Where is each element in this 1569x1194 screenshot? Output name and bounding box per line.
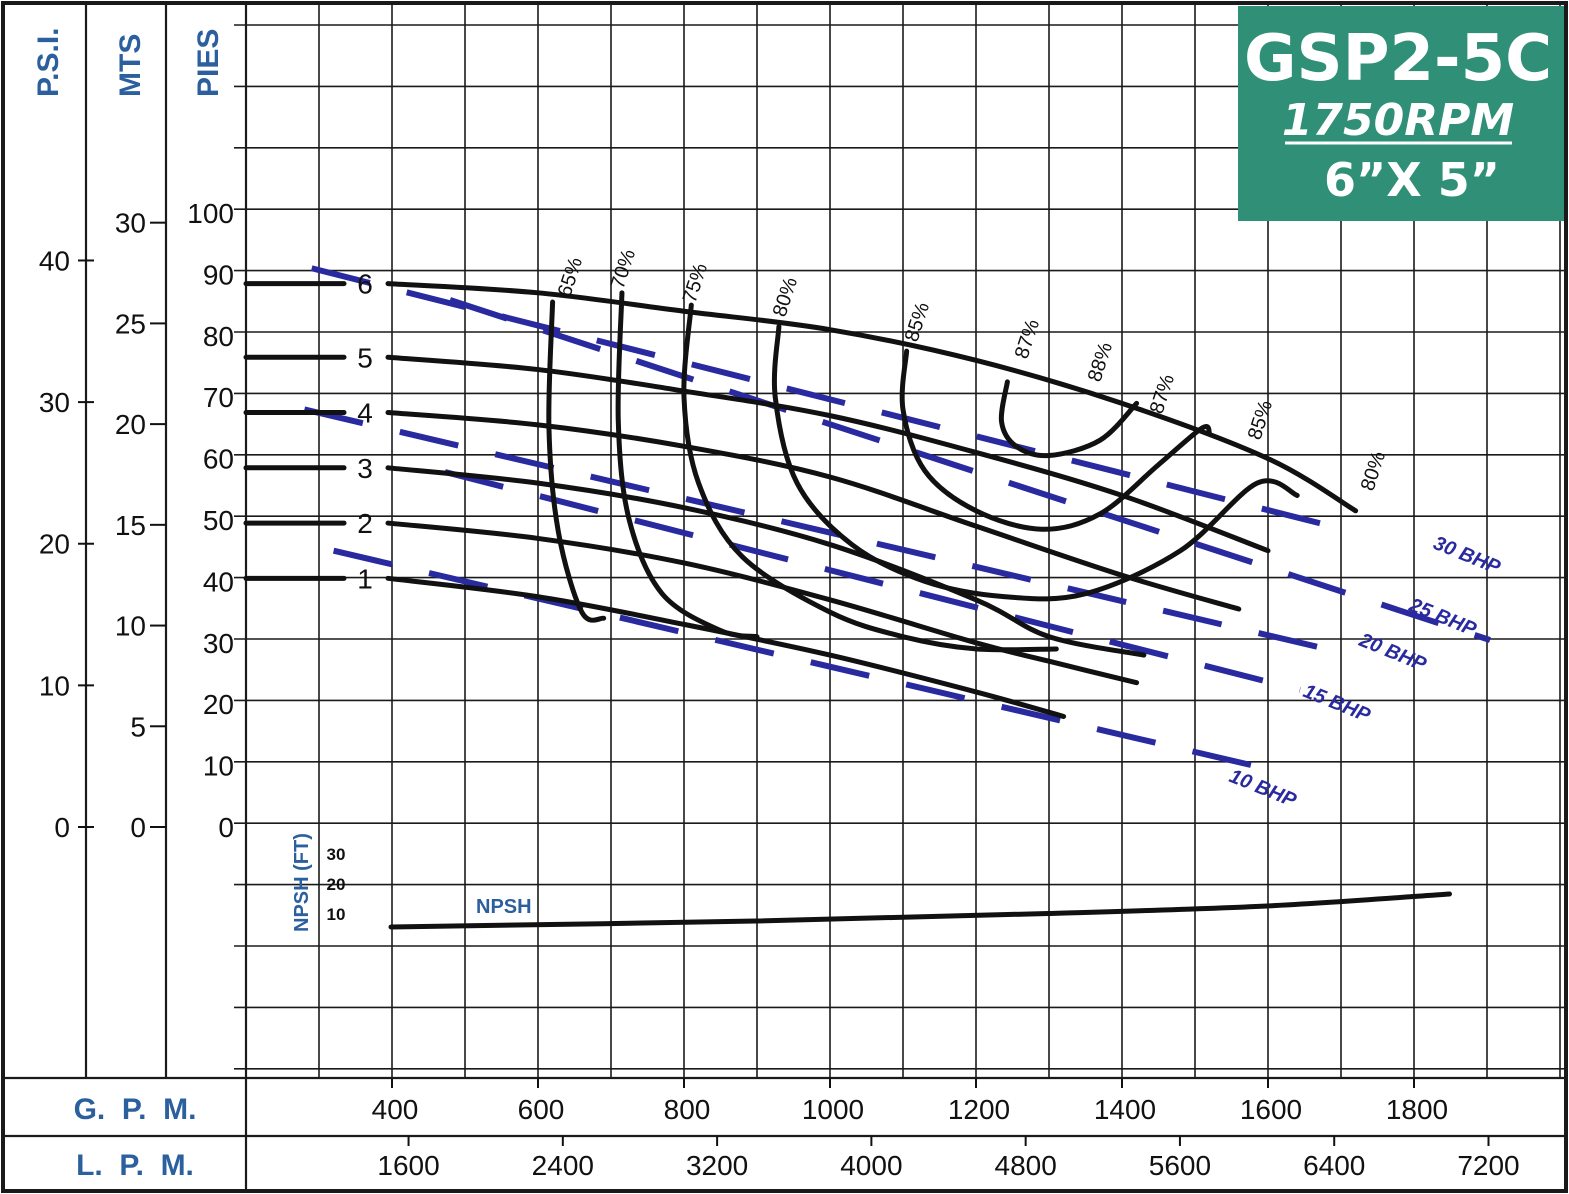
gpm-tick-label: 600 xyxy=(518,1094,565,1125)
pies-tick-label: 0 xyxy=(218,812,234,843)
mts-tick-label: 5 xyxy=(130,711,146,742)
impeller-curves: 6 5 4 3 2 1 xyxy=(243,269,1359,719)
npsh-tick-label: 20 xyxy=(327,875,346,894)
pies-tick-label: 50 xyxy=(203,505,234,536)
pies-tick-label: 60 xyxy=(203,444,234,475)
chart-subtitle: 1750RPM xyxy=(1282,95,1514,146)
gpm-tick-label: 1800 xyxy=(1386,1094,1448,1125)
pies-tick-label: 100 xyxy=(187,198,234,229)
pies-tick-label: 20 xyxy=(203,689,234,720)
efficiency-curve xyxy=(771,324,1300,602)
bhp-line xyxy=(303,406,1328,652)
gpm-tick-label: 1200 xyxy=(948,1094,1010,1125)
npsh-curve-label: NPSH xyxy=(476,896,532,918)
bhp-line xyxy=(449,297,1491,643)
efficiency-curve xyxy=(546,299,607,623)
impeller-label: 6 xyxy=(357,269,373,300)
impeller-label: 3 xyxy=(357,453,373,484)
npsh-group: NPSH (FT) 30 20 10 NPSH xyxy=(291,833,1452,932)
lpm-tick-label: 3200 xyxy=(686,1150,748,1181)
chart-size: 6”X 5” xyxy=(1324,153,1500,207)
gpm-tick-label: 1600 xyxy=(1240,1094,1302,1125)
pies-tick-label: 80 xyxy=(203,321,234,352)
psi-tick-label: 30 xyxy=(39,387,70,418)
npsh-tick-label: 30 xyxy=(327,845,346,864)
lpm-tick-label: 4000 xyxy=(840,1150,902,1181)
bhp-line xyxy=(332,547,1255,769)
lpm-axis-title: L. P. M. xyxy=(76,1149,194,1182)
mts-tick-label: 15 xyxy=(115,510,146,541)
mts-tick-label: 0 xyxy=(130,812,146,843)
chart-title: GSP2-5C xyxy=(1244,22,1552,96)
psi-axis-title: P.S.I. xyxy=(32,28,65,98)
bottom-axis-rows xyxy=(3,1076,1566,1138)
psi-tick-label: 40 xyxy=(39,245,70,276)
tick-labels: 4030201003025201510501009080706050403020… xyxy=(39,198,1520,1181)
pies-tick-label: 90 xyxy=(203,259,234,290)
psi-tick-label: 20 xyxy=(39,529,70,560)
lpm-tick-label: 7200 xyxy=(1457,1150,1519,1181)
gpm-tick-label: 400 xyxy=(372,1094,419,1125)
impeller-label: 4 xyxy=(357,398,373,429)
gpm-tick-label: 1000 xyxy=(802,1094,864,1125)
mts-tick-label: 10 xyxy=(115,611,146,642)
pies-tick-label: 10 xyxy=(203,751,234,782)
efficiency-curve xyxy=(899,348,1213,532)
mts-tick-label: 20 xyxy=(115,409,146,440)
efficiency-curve xyxy=(615,290,760,640)
bhp-line xyxy=(310,265,1357,536)
npsh-curve xyxy=(388,891,1452,930)
mts-tick-label: 30 xyxy=(115,208,146,239)
impeller-curve xyxy=(385,410,1242,612)
mts-tick-label: 25 xyxy=(115,308,146,339)
left-axis-columns xyxy=(84,3,248,1191)
gpm-tick-label: 800 xyxy=(664,1094,711,1125)
bhp-line xyxy=(444,469,1301,693)
lpm-tick-label: 6400 xyxy=(1303,1150,1365,1181)
impeller-curve xyxy=(385,281,1359,514)
npsh-tick-label: 10 xyxy=(327,905,346,924)
impeller-label: 1 xyxy=(357,563,373,594)
psi-tick-label: 10 xyxy=(39,670,70,701)
psi-tick-label: 0 xyxy=(54,812,70,843)
npsh-axis-title: NPSH (FT) xyxy=(291,833,313,932)
lpm-tick-label: 4800 xyxy=(995,1150,1057,1181)
lpm-tick-label: 5600 xyxy=(1149,1150,1211,1181)
efficiency-curves: 65% 70% 75% 80%85% 87%88%87%85%80% xyxy=(546,246,1390,653)
pies-tick-label: 30 xyxy=(203,628,234,659)
pies-tick-label: 40 xyxy=(203,566,234,597)
impeller-label: 2 xyxy=(357,508,373,539)
lpm-tick-label: 1600 xyxy=(377,1150,439,1181)
title-badge: GSP2-5C 1750RPM 6”X 5” xyxy=(1238,6,1564,221)
impeller-label: 5 xyxy=(357,342,373,373)
lpm-tick-label: 2400 xyxy=(532,1150,594,1181)
gpm-axis-title: G. P. M. xyxy=(74,1093,197,1126)
impeller-curve xyxy=(385,520,1140,686)
efficiency-curve xyxy=(998,379,1140,459)
title-badge-background xyxy=(1238,6,1564,221)
gpm-tick-label: 1400 xyxy=(1094,1094,1156,1125)
mts-axis-title: MTS xyxy=(114,34,147,97)
efficiency-curve xyxy=(681,302,1059,653)
pies-tick-label: 70 xyxy=(203,382,234,413)
impeller-curve xyxy=(385,465,1147,658)
pies-axis-title: PIES xyxy=(192,29,225,97)
